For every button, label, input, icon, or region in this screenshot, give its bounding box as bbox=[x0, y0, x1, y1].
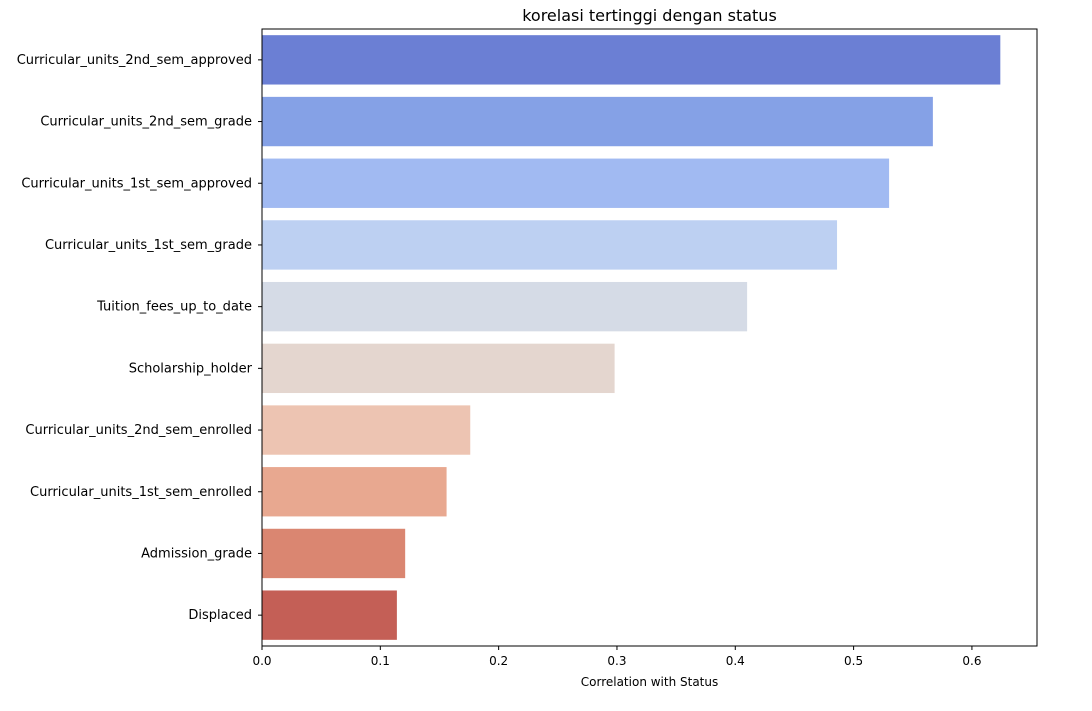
y-tick-label: Admission_grade bbox=[141, 546, 252, 561]
y-tick-label: Curricular_units_2nd_sem_approved bbox=[17, 53, 252, 68]
bar-Curricular_units_2nd_sem_approved bbox=[262, 35, 1001, 85]
y-tick-label: Curricular_units_2nd_sem_enrolled bbox=[25, 423, 252, 438]
x-tick-label: 0.4 bbox=[726, 654, 745, 668]
y-tick-label: Curricular_units_2nd_sem_grade bbox=[40, 115, 252, 130]
bar-Curricular_units_1st_sem_approved bbox=[262, 158, 890, 208]
x-tick-label: 0.3 bbox=[607, 654, 626, 668]
y-tick-label: Curricular_units_1st_sem_approved bbox=[21, 176, 252, 191]
bar-Scholarship_holder bbox=[262, 343, 615, 394]
bar-Tuition_fees_up_to_date bbox=[262, 281, 748, 332]
chart-title: korelasi tertinggi dengan status bbox=[522, 6, 777, 25]
x-axis-ticks: 0.0 0.1 0.2 0.3 0.4 0.5 0.6 bbox=[252, 646, 981, 668]
bar-Curricular_units_2nd_sem_enrolled bbox=[262, 405, 471, 455]
y-tick-label: Curricular_units_1st_sem_grade bbox=[45, 238, 252, 253]
x-tick-label: 0.5 bbox=[844, 654, 863, 668]
y-tick-label: Displaced bbox=[188, 608, 252, 623]
x-tick-label: 0.1 bbox=[371, 654, 390, 668]
x-axis-label: Correlation with Status bbox=[581, 675, 719, 689]
y-tick-label: Curricular_units_1st_sem_enrolled bbox=[30, 485, 252, 500]
bar-Admission_grade bbox=[262, 528, 406, 579]
bar-Curricular_units_1st_sem_grade bbox=[262, 220, 838, 270]
bar-Curricular_units_2nd_sem_grade bbox=[262, 96, 933, 147]
bar-Displaced bbox=[262, 590, 397, 640]
bars-group bbox=[262, 35, 1001, 640]
x-tick-label: 0.2 bbox=[489, 654, 508, 668]
x-tick-label: 0.6 bbox=[962, 654, 981, 668]
x-tick-label: 0.0 bbox=[252, 654, 271, 668]
y-axis-labels: Curricular_units_2nd_sem_approved Curricu… bbox=[17, 53, 262, 623]
bar-Curricular_units_1st_sem_enrolled bbox=[262, 467, 447, 517]
plot-frame bbox=[261, 28, 1038, 647]
y-tick-label: Scholarship_holder bbox=[129, 361, 253, 376]
y-tick-label: Tuition_fees_up_to_date bbox=[96, 300, 252, 315]
